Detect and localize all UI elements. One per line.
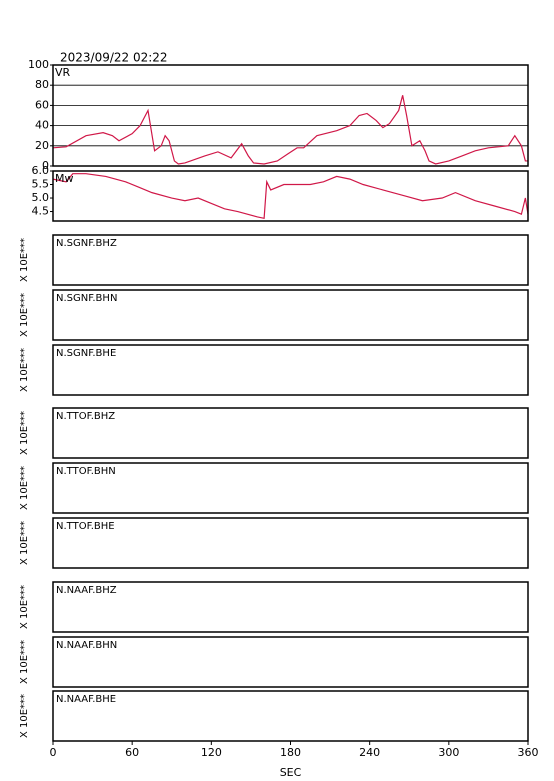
panel-label: N.TTOF.BHE — [56, 521, 115, 532]
y-axis-label: X 10E*** — [19, 585, 30, 629]
x-tick-label: 360 — [518, 746, 539, 759]
y-tick-label: 0 — [42, 159, 49, 172]
y-axis-label: X 10E*** — [19, 640, 30, 684]
y-tick-label: 60 — [35, 98, 49, 111]
panel-frame — [52, 581, 529, 633]
y-tick-label: 20 — [35, 139, 49, 152]
y-tick-label: 100 — [28, 58, 49, 71]
y-axis-label: X 10E*** — [19, 293, 30, 337]
x-tick-label: 240 — [359, 746, 380, 759]
data-line — [52, 173, 529, 220]
panel-frame — [52, 289, 529, 341]
panel-frame — [52, 462, 529, 514]
y-axis-label: X 10E*** — [19, 238, 30, 282]
panel-frame — [52, 407, 529, 459]
panel-label: N.NAAF.BHE — [56, 694, 116, 705]
panel-label: N.SGNF.BHN — [56, 293, 117, 304]
panel-label: N.TTOF.BHZ — [56, 411, 115, 422]
panel-frame — [52, 170, 529, 222]
y-axis-label: X 10E*** — [19, 348, 30, 392]
panel-frame — [52, 344, 529, 396]
panel-label: Mw — [55, 172, 74, 185]
panel-label: N.SGNF.BHZ — [56, 238, 117, 249]
y-axis-label: X 10E*** — [19, 411, 30, 455]
y-axis-label: X 10E*** — [19, 466, 30, 510]
y-tick-label: 5.5 — [32, 178, 50, 191]
panel-label: N.NAAF.BHN — [56, 640, 117, 651]
panel-label: N.NAAF.BHZ — [56, 585, 117, 596]
panel-frame — [52, 64, 529, 167]
y-axis-label: X 10E*** — [19, 694, 30, 738]
x-tick-label: 60 — [125, 746, 139, 759]
y-axis-label: X 10E*** — [19, 521, 30, 565]
data-line — [52, 95, 528, 165]
x-tick-label: 180 — [280, 746, 301, 759]
panel-frame — [52, 234, 529, 286]
y-tick-label: 80 — [35, 78, 49, 91]
figure-title: 2023/09/22 02:22 — [60, 51, 168, 65]
y-tick-label: 5.0 — [32, 191, 50, 204]
x-tick-label: 120 — [201, 746, 222, 759]
x-axis-label: SEC — [280, 766, 302, 779]
panel-frame — [52, 517, 529, 569]
panel-label: N.SGNF.BHE — [56, 348, 116, 359]
y-tick-label: 6.0 — [32, 164, 50, 177]
x-tick-label: 300 — [438, 746, 459, 759]
y-tick-label: 4.5 — [32, 205, 50, 218]
panel-frame — [52, 636, 529, 688]
panel-label: VR — [55, 66, 71, 79]
panel-label: N.TTOF.BHN — [56, 466, 116, 477]
x-tick-label: 0 — [50, 746, 57, 759]
y-tick-label: 40 — [35, 119, 49, 132]
